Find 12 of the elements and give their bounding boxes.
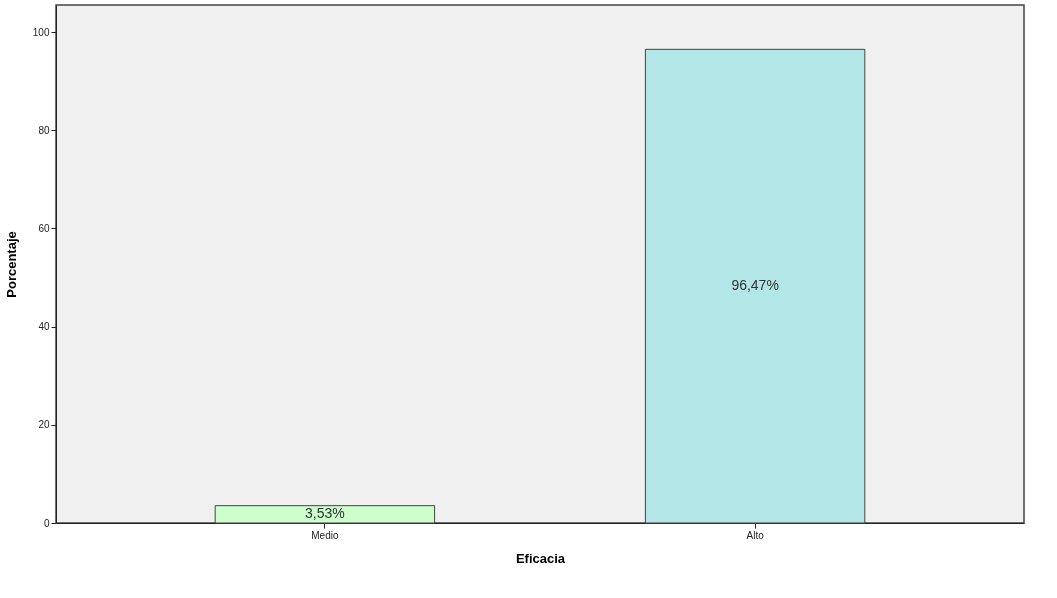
y-tick-label: 20 — [38, 419, 50, 431]
y-tick-label: 100 — [32, 26, 50, 38]
x-tick-label: Alto — [746, 529, 765, 541]
y-tick-label: 0 — [43, 517, 50, 529]
x-tick-label: Medio — [311, 529, 339, 541]
y-axis-title: Porcentaje — [3, 231, 19, 298]
x-axis-title: Eficacia — [515, 550, 566, 566]
y-tick-label: 40 — [38, 321, 50, 333]
data-label: 96,47% — [731, 277, 779, 294]
data-label: 3,53% — [305, 505, 345, 522]
y-tick-label: 60 — [38, 222, 50, 234]
y-tick-label: 80 — [38, 124, 50, 136]
